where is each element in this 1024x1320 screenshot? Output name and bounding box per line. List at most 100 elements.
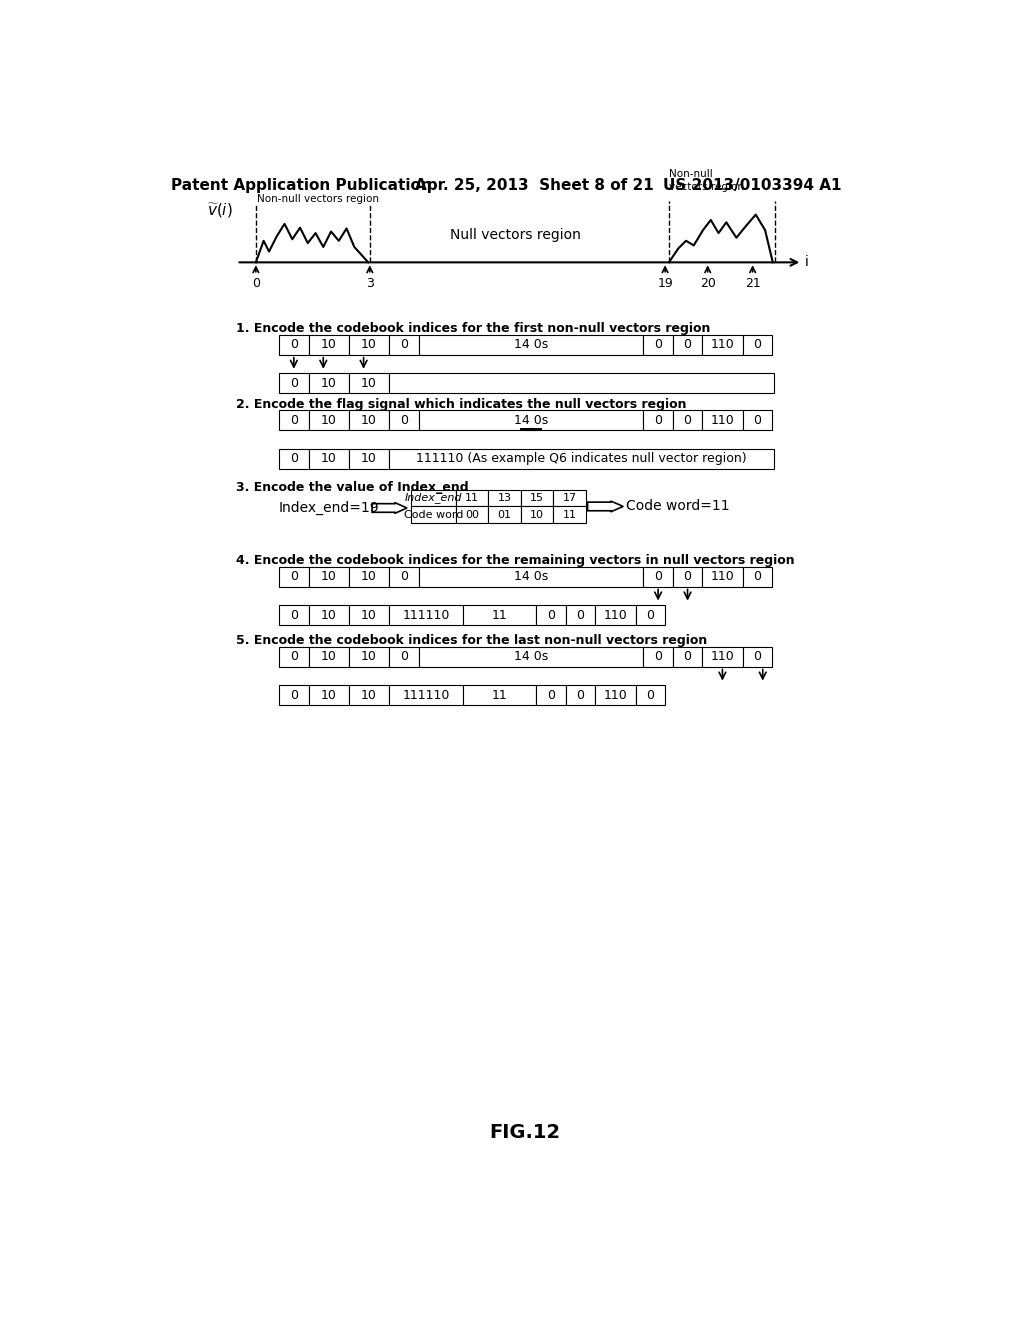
Text: 10: 10 <box>530 510 544 520</box>
Polygon shape <box>520 429 542 430</box>
Text: 0: 0 <box>290 609 298 622</box>
Bar <box>308 566 349 586</box>
Bar <box>488 507 521 524</box>
Text: 0: 0 <box>577 689 585 702</box>
Bar <box>554 507 586 524</box>
Text: 0: 0 <box>547 609 555 622</box>
Text: 0: 0 <box>654 413 663 426</box>
Text: 10: 10 <box>361 570 377 583</box>
Text: 111110: 111110 <box>402 609 450 622</box>
Bar <box>389 605 463 626</box>
Bar <box>521 490 554 507</box>
Bar <box>349 374 389 393</box>
Bar <box>566 605 595 626</box>
Bar <box>389 374 773 393</box>
Text: Apr. 25, 2013  Sheet 8 of 21: Apr. 25, 2013 Sheet 8 of 21 <box>415 178 653 193</box>
Bar <box>643 411 673 430</box>
Polygon shape <box>372 503 407 513</box>
Text: 10: 10 <box>361 609 377 622</box>
Bar <box>389 685 463 705</box>
Text: 0: 0 <box>547 689 555 702</box>
Text: 110: 110 <box>711 413 734 426</box>
Text: 0: 0 <box>754 413 761 426</box>
Text: 10: 10 <box>321 609 337 622</box>
Bar <box>308 411 349 430</box>
Text: 10: 10 <box>361 689 377 702</box>
Bar <box>702 647 742 667</box>
Text: 10: 10 <box>321 453 337 465</box>
Text: 10: 10 <box>361 338 377 351</box>
Text: 0: 0 <box>290 338 298 351</box>
Text: 4. Encode the codebook indices for the remaining vectors in null vectors region: 4. Encode the codebook indices for the r… <box>237 554 795 568</box>
Text: 10: 10 <box>361 649 377 663</box>
Bar <box>308 647 349 667</box>
Text: 0: 0 <box>684 338 691 351</box>
Text: 13: 13 <box>498 492 512 503</box>
Text: 0: 0 <box>754 649 761 663</box>
Text: 110: 110 <box>711 570 734 583</box>
Bar <box>411 490 456 507</box>
Bar <box>308 449 349 469</box>
Bar <box>595 685 636 705</box>
Bar <box>389 449 773 469</box>
Bar <box>389 566 419 586</box>
Text: Code word: Code word <box>403 510 463 520</box>
Text: 0: 0 <box>754 338 761 351</box>
Text: Patent Application Publication: Patent Application Publication <box>171 178 431 193</box>
Text: 0: 0 <box>646 609 654 622</box>
Bar <box>419 566 643 586</box>
Text: 0: 0 <box>400 413 408 426</box>
Text: 3. Encode the value of Index_end: 3. Encode the value of Index_end <box>237 480 469 494</box>
Text: 111110 (As example Q6 indicates null vector region): 111110 (As example Q6 indicates null vec… <box>416 453 746 465</box>
Bar <box>554 490 586 507</box>
Text: 10: 10 <box>321 570 337 583</box>
Text: 19: 19 <box>657 277 673 290</box>
Bar <box>349 335 389 355</box>
Bar <box>308 605 349 626</box>
Bar <box>280 335 308 355</box>
Text: Index_end=19: Index_end=19 <box>280 500 380 515</box>
Text: 0: 0 <box>654 649 663 663</box>
Bar <box>537 605 566 626</box>
Bar <box>742 566 772 586</box>
Polygon shape <box>588 502 624 512</box>
Text: 20: 20 <box>699 277 716 290</box>
Text: 14 0s: 14 0s <box>514 649 548 663</box>
Text: 11: 11 <box>563 510 577 520</box>
Text: 11: 11 <box>492 689 508 702</box>
Text: 3: 3 <box>366 277 374 290</box>
Bar <box>702 411 742 430</box>
Bar <box>349 647 389 667</box>
Text: 0: 0 <box>400 338 408 351</box>
Text: 0: 0 <box>754 570 761 583</box>
Text: 1. Encode the codebook indices for the first non-null vectors region: 1. Encode the codebook indices for the f… <box>237 322 711 335</box>
Text: 0: 0 <box>290 689 298 702</box>
Text: 11: 11 <box>492 609 508 622</box>
Text: 0: 0 <box>684 570 691 583</box>
Bar <box>389 411 419 430</box>
Text: 14 0s: 14 0s <box>514 570 548 583</box>
Text: 10: 10 <box>321 376 337 389</box>
Bar <box>456 490 488 507</box>
Text: 11: 11 <box>465 492 479 503</box>
Bar <box>673 566 702 586</box>
Text: 5. Encode the codebook indices for the last non-null vectors region: 5. Encode the codebook indices for the l… <box>237 635 708 647</box>
Bar <box>595 605 636 626</box>
Bar <box>419 647 643 667</box>
Text: 0: 0 <box>290 413 298 426</box>
Bar <box>280 449 308 469</box>
Bar <box>349 449 389 469</box>
Bar <box>636 605 665 626</box>
Bar <box>280 374 308 393</box>
Text: 10: 10 <box>321 649 337 663</box>
Bar <box>456 507 488 524</box>
Text: 0: 0 <box>400 649 408 663</box>
Bar <box>537 685 566 705</box>
Bar <box>280 685 308 705</box>
Bar <box>702 566 742 586</box>
Text: 2. Encode the flag signal which indicates the null vectors region: 2. Encode the flag signal which indicate… <box>237 397 687 411</box>
Bar <box>636 685 665 705</box>
Text: 0: 0 <box>577 609 585 622</box>
Bar <box>643 647 673 667</box>
Bar <box>280 566 308 586</box>
